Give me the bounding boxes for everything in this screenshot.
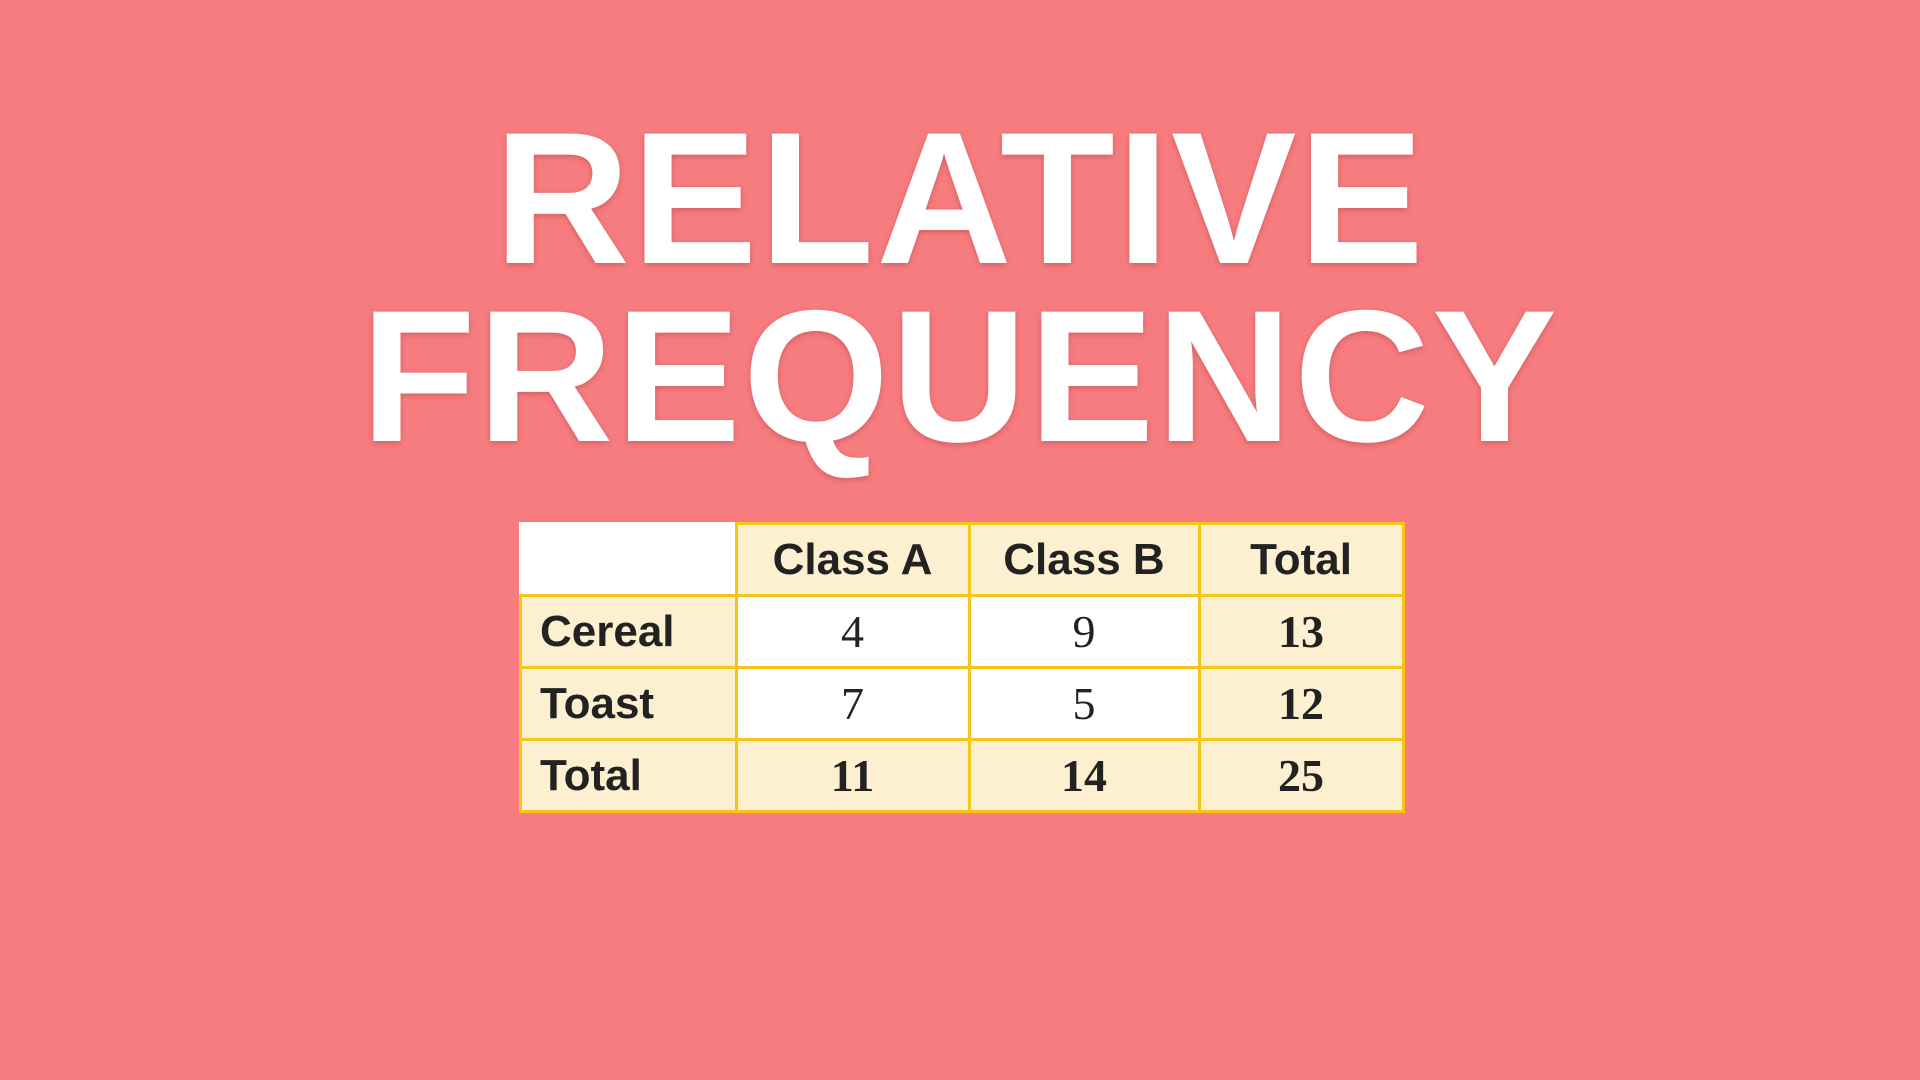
cell: 5	[967, 666, 1201, 741]
title-line: FREQUENCY	[360, 271, 1560, 481]
row-label: Cereal	[519, 594, 738, 669]
table-row: Total 11 14 25	[519, 738, 1405, 813]
cell: 13	[1197, 594, 1405, 669]
row-label: Toast	[519, 666, 738, 741]
cell: 25	[1197, 738, 1405, 813]
corner-cell	[520, 523, 736, 596]
table-row: Cereal 4 9 13	[519, 594, 1405, 669]
cell: 11	[734, 738, 971, 813]
table-row: Toast 7 5 12	[519, 666, 1405, 741]
column-header: Total	[1197, 522, 1405, 597]
row-label: Total	[519, 738, 738, 813]
frequency-table: Class A Class B Total Cereal 4 9 13 Toas…	[519, 522, 1405, 813]
cell: 7	[734, 666, 971, 741]
column-header: Class B	[967, 522, 1201, 597]
cell: 12	[1197, 666, 1405, 741]
cell: 4	[734, 594, 971, 669]
cell: 9	[967, 594, 1201, 669]
header-row: Class A Class B Total	[520, 522, 1405, 597]
cell: 14	[967, 738, 1201, 813]
title-line: RELATIVE	[494, 93, 1426, 303]
column-header: Class A	[734, 522, 971, 597]
